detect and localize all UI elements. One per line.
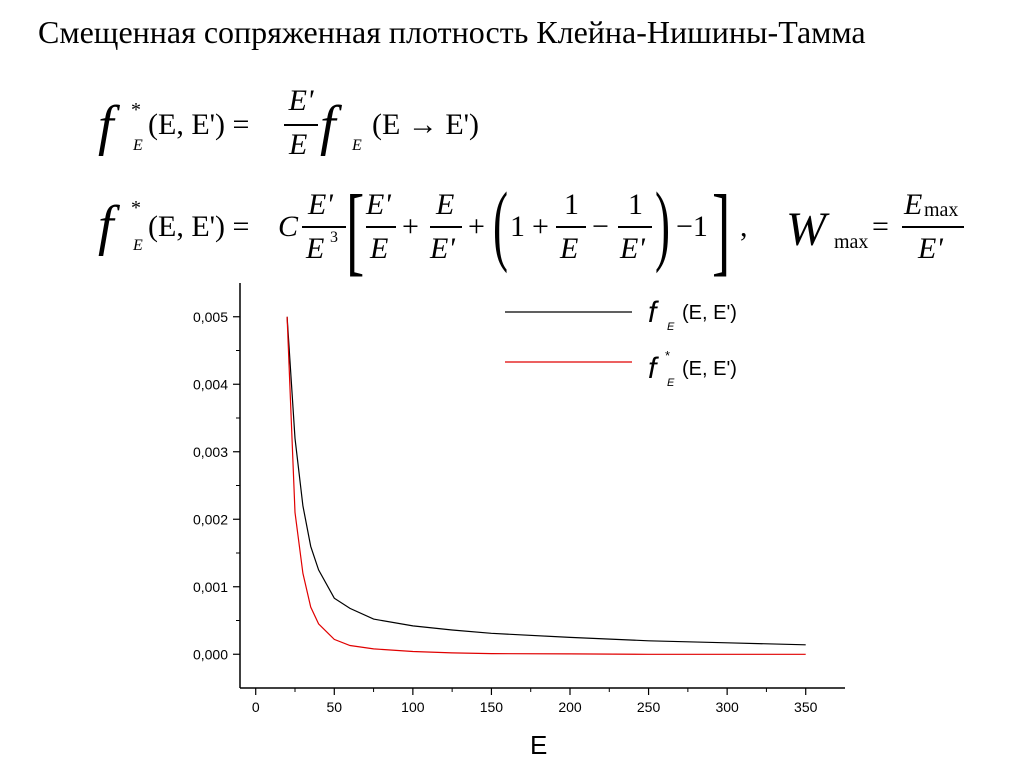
svg-text:(E, E'): (E, E') — [682, 302, 737, 324]
x-tick-label: 300 — [715, 699, 739, 715]
numerator: 1 — [564, 188, 579, 221]
fraction-1-over-E-prime: 1 E' — [618, 186, 652, 270]
denominator: E' — [620, 232, 645, 265]
series-line-2 — [286, 316, 806, 655]
denominator: E' — [918, 232, 943, 265]
numerator: E' — [366, 188, 391, 221]
series-line-1 — [286, 316, 806, 646]
equals-sign: = — [872, 210, 889, 243]
plus-sign-2: + — [468, 210, 485, 243]
svg-text:(E, E'): (E, E') — [682, 358, 737, 380]
plus-sign: + — [402, 210, 419, 243]
y-tick-label: 0,004 — [193, 376, 228, 392]
minus-one: −1 — [676, 210, 708, 243]
subscript-E-3: E — [133, 237, 143, 254]
close-paren: ) — [655, 175, 670, 274]
numerator: E' — [308, 188, 333, 221]
fraction-bar — [302, 226, 346, 228]
svg-text:*: * — [665, 348, 670, 363]
numerator: E — [436, 188, 455, 221]
plus-sign-3: + — [532, 210, 549, 243]
fraction-E-prime-over-E: E' E — [284, 84, 318, 164]
x-tick-label: 350 — [794, 699, 818, 715]
fraction-bar — [366, 226, 396, 228]
fraction-E-prime-over-E-2: E' E — [366, 186, 396, 270]
y-tick-label: 0,005 — [193, 309, 228, 325]
x-tick-label: 250 — [637, 699, 661, 715]
fraction-Emax-over-E-prime: E max E' — [902, 186, 964, 270]
numerator: 1 — [628, 188, 643, 221]
legend-label-1: f E (E, E') — [648, 296, 737, 333]
fraction-E-over-E-prime: E E' — [430, 186, 462, 270]
x-tick-label: 50 — [326, 699, 342, 715]
number-one: 1 — [510, 210, 525, 243]
svg-text:E: E — [667, 321, 675, 333]
formula-args-2: (E, E') = — [148, 210, 250, 243]
fraction-bar — [902, 226, 964, 228]
x-axis-label: E — [530, 730, 547, 760]
f-symbol-3: f — [98, 195, 114, 257]
x-tick-label: 100 — [401, 699, 425, 715]
slide-title: Смещенная сопряженная плотность Клейна-Н… — [38, 14, 866, 50]
numerator: E' — [288, 84, 314, 117]
fraction-bar — [284, 124, 318, 126]
denominator: E — [289, 128, 308, 161]
formula-arrow-args: (E → E') — [372, 108, 480, 141]
y-tick-label: 0,001 — [193, 579, 228, 595]
svg-text:f: f — [648, 352, 659, 385]
denominator: E — [370, 232, 389, 265]
open-bracket: [ — [346, 174, 365, 285]
fraction-bar — [618, 226, 652, 228]
W-symbol: W — [786, 203, 826, 256]
x-tick-label: 0 — [252, 699, 260, 715]
W-subscript-max: max — [834, 231, 869, 253]
svg-text:E: E — [667, 377, 675, 389]
svg-text:f: f — [648, 296, 659, 329]
fraction-1-over-E: 1 E — [556, 186, 586, 270]
f-symbol: f — [98, 95, 114, 157]
formula-args: (E, E') = — [148, 108, 250, 141]
constant-C: C — [278, 210, 299, 243]
denominator: E — [560, 232, 579, 265]
denominator-exponent: 3 — [330, 229, 338, 246]
denominator: E' — [430, 232, 455, 265]
open-paren: ( — [493, 175, 508, 274]
legend-label-2: f * E (E, E') — [648, 348, 737, 389]
fraction-E-prime-over-E3: E' E 3 — [302, 186, 346, 270]
close-bracket: ] — [712, 174, 731, 285]
y-tick-label: 0,002 — [193, 511, 228, 527]
subscript-E-2: E — [352, 137, 362, 154]
x-tick-label: 150 — [480, 699, 504, 715]
denominator-base: E — [306, 232, 325, 265]
fraction-bar — [556, 226, 586, 228]
x-tick-label: 200 — [558, 699, 582, 715]
subscript-E: E — [133, 137, 143, 154]
numerator-base: E — [904, 188, 923, 221]
y-tick-label: 0,000 — [193, 646, 228, 662]
y-tick-label: 0,003 — [193, 444, 228, 460]
f-symbol-2: f — [320, 95, 336, 157]
fraction-bar — [430, 226, 462, 228]
numerator-subscript: max — [924, 199, 959, 221]
comma: , — [740, 210, 748, 243]
minus-sign: − — [592, 210, 609, 243]
star-superscript: * — [131, 99, 141, 121]
star-superscript-2: * — [131, 197, 141, 219]
